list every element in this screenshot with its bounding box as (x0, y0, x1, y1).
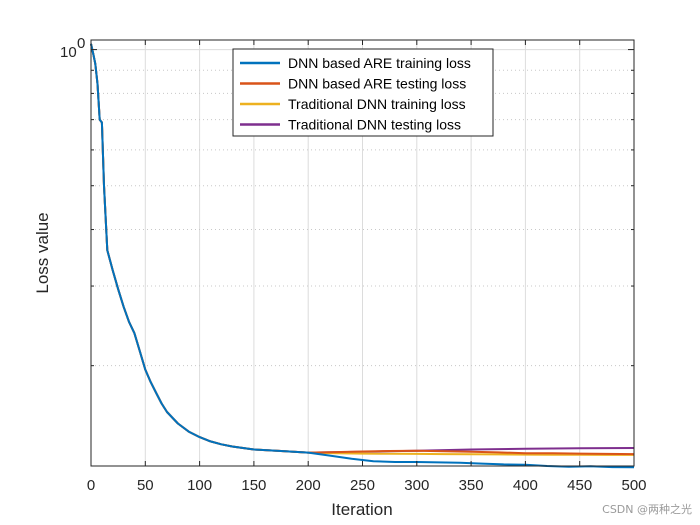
x-tick-label: 0 (87, 477, 95, 494)
legend-label-2: DNN based ARE testing loss (288, 76, 466, 92)
x-tick-label: 250 (350, 477, 375, 494)
watermark: CSDN @两种之光 (602, 503, 692, 516)
x-tick-label: 450 (567, 477, 592, 494)
x-tick-label: 100 (187, 477, 212, 494)
y-tick-label-exponent: 0 (77, 35, 85, 52)
x-tick-label: 150 (241, 477, 266, 494)
legend-label-4: Traditional DNN testing loss (288, 117, 461, 133)
series-line-1 (90, 43, 635, 469)
x-tick-labels: 0 50 100 150 200 250 300 350 400 450 500 (87, 477, 647, 494)
x-tick-label: 50 (137, 477, 154, 494)
x-tick-label: 500 (621, 477, 646, 494)
tick-marks (90, 40, 635, 466)
series-lines (90, 43, 635, 469)
x-tick-label: 300 (404, 477, 429, 494)
y-tick-label-base: 10 (60, 44, 77, 61)
x-tick-label: 350 (459, 477, 484, 494)
x-axis-label: Iteration (331, 500, 392, 519)
x-tick-label: 200 (296, 477, 321, 494)
legend-label-1: DNN based ARE training loss (288, 55, 471, 71)
legend-label-3: Traditional DNN training loss (288, 96, 466, 112)
y-axis-label: Loss value (33, 212, 52, 293)
legend-entries: DNN based ARE training loss DNN based ARE… (240, 55, 471, 133)
x-tick-label: 400 (513, 477, 538, 494)
legend: DNN based ARE training loss DNN based ARE… (232, 48, 494, 137)
